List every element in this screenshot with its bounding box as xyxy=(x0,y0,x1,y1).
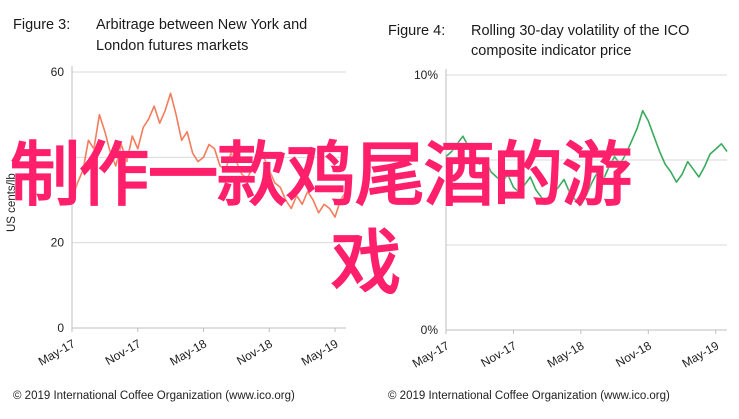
left-chart-series-line xyxy=(71,92,347,218)
right-chart-xtick-label: May-19 xyxy=(680,338,722,370)
figure-4-title-line1: Rolling 30-day volatility of the ICO xyxy=(471,23,690,39)
figure-3-credit: © 2019 International Coffee Organization… xyxy=(13,390,295,402)
right-chart-ytick-label: 10% xyxy=(414,68,438,82)
left-chart-xtick-label: May-19 xyxy=(299,336,341,368)
left-chart-xtick-label: May-18 xyxy=(167,336,209,368)
figure-3-title-line2: London futures markets xyxy=(96,38,249,54)
left-chart-xtick-label: May-17 xyxy=(36,336,78,368)
figure-4-credit: © 2019 International Coffee Organization… xyxy=(388,390,670,402)
left-chart-ytick-label: 20 xyxy=(51,236,65,250)
figure-4-title-line2: composite indicator price xyxy=(471,43,632,59)
figure-4-label: Figure 4: xyxy=(388,23,446,39)
figure-3-label: Figure 3: xyxy=(13,17,71,33)
left-chart: 0 20 60 May-17 Nov-17 May-18 Nov-18 May-19 xyxy=(36,65,347,369)
left-chart-ytick-label: 60 xyxy=(51,65,65,79)
right-chart-series-line xyxy=(445,109,728,206)
right-chart-xtick-label: Nov-17 xyxy=(478,338,519,370)
right-chart: 0% 10% May-17 Nov-17 May-18 Nov-18 May-19 xyxy=(410,68,728,371)
right-chart-xtick-label: Nov-18 xyxy=(613,338,654,370)
left-chart-xtick-label: Nov-17 xyxy=(103,336,144,368)
right-chart-xtick-label: May-18 xyxy=(545,338,587,370)
left-chart-ytick-label: 0 xyxy=(57,321,64,335)
right-chart-ytick-label: 0% xyxy=(421,323,439,337)
figure-3-title-line1: Arbitrage between New York and xyxy=(96,17,308,33)
left-chart-xtick-label: Nov-18 xyxy=(234,336,275,368)
right-chart-xtick-label: May-17 xyxy=(410,338,452,370)
